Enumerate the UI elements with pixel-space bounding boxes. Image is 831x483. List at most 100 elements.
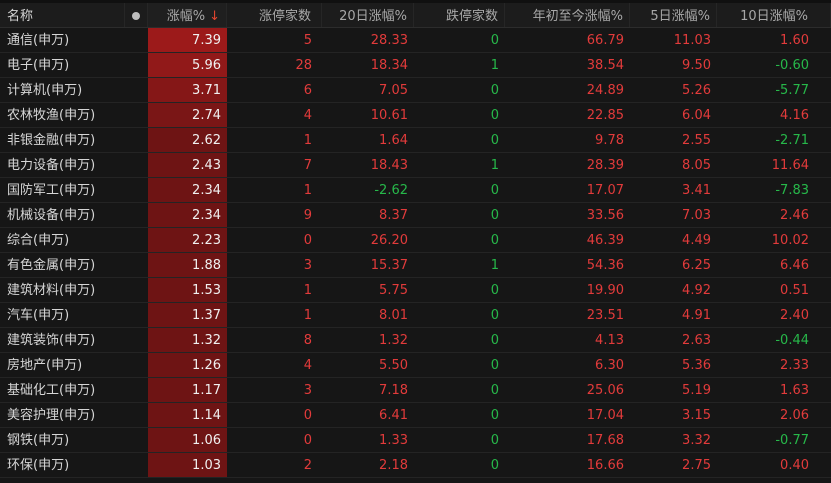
cell-lu: 1: [303, 283, 312, 298]
cell-d5: 8.05: [682, 158, 711, 173]
cell-ld: 0: [490, 133, 499, 148]
cell-d5: 4.49: [682, 233, 711, 248]
cell-blank: [125, 303, 148, 327]
cell-d10: -0.44: [775, 333, 809, 348]
cell-ytd: 9.78: [595, 133, 624, 148]
cell-ytd: 54.36: [586, 258, 624, 273]
cell-chg: 2.62: [148, 128, 227, 152]
cell-ld: 0: [490, 183, 499, 198]
cell-name: 环保(申万): [7, 458, 70, 473]
cell-blank: [125, 153, 148, 177]
cell-chg: 2.34: [148, 178, 227, 202]
table-row[interactable]: 国防军工(申万) 2.34 1 -2.62 0 17.07 3.41 -7.83: [0, 178, 831, 203]
cell-lu: 2: [303, 458, 312, 473]
cell-ld: 0: [490, 433, 499, 448]
column-header-dot[interactable]: [125, 3, 148, 27]
cell-ytd: 23.51: [586, 308, 624, 323]
cell-d5: 5.19: [682, 383, 711, 398]
column-header-change-pct[interactable]: 涨幅% ↓: [148, 3, 227, 27]
column-header-5d[interactable]: 5日涨幅%: [630, 3, 717, 27]
table-row[interactable]: 建筑材料(申万) 1.53 1 5.75 0 19.90 4.92 0.51: [0, 278, 831, 303]
cell-ld: 0: [490, 408, 499, 423]
table-row[interactable]: 钢铁(申万) 1.06 0 1.33 0 17.68 3.32 -0.77: [0, 428, 831, 453]
table-row[interactable]: 房地产(申万) 1.26 4 5.50 0 6.30 5.36 2.33: [0, 353, 831, 378]
cell-d5: 3.15: [682, 408, 711, 423]
cell-ytd: 16.66: [586, 458, 624, 473]
column-header-limit-up[interactable]: 涨停家数: [227, 3, 322, 27]
cell-name: 房地产(申万): [7, 358, 83, 373]
table-row[interactable]: 美容护理(申万) 1.14 0 6.41 0 17.04 3.15 2.06: [0, 403, 831, 428]
table-row[interactable]: 有色金属(申万) 1.88 3 15.37 1 54.36 6.25 6.46: [0, 253, 831, 278]
cell-ld: 0: [490, 208, 499, 223]
cell-name: 非银金融(申万): [7, 133, 96, 148]
table-row[interactable]: 建筑装饰(申万) 1.32 8 1.32 0 4.13 2.63 -0.44: [0, 328, 831, 353]
cell-name: 美容护理(申万): [7, 408, 96, 423]
cell-name: 建筑装饰(申万): [7, 333, 96, 348]
cell-name: 电力设备(申万): [7, 158, 96, 173]
cell-d10: -0.77: [775, 433, 809, 448]
sort-descending-icon: ↓: [209, 9, 220, 24]
cell-chg: 1.14: [148, 403, 227, 427]
cell-d20: 7.18: [379, 383, 408, 398]
cell-chg: 5.96: [148, 53, 227, 77]
cell-blank: [125, 103, 148, 127]
table-row[interactable]: 综合(申万) 2.23 0 26.20 0 46.39 4.49 10.02: [0, 228, 831, 253]
cell-ld: 0: [490, 33, 499, 48]
table-row[interactable]: 电子(申万) 5.96 28 18.34 1 38.54 9.50 -0.60: [0, 53, 831, 78]
cell-chg: 1.88: [148, 253, 227, 277]
cell-lu: 1: [303, 133, 312, 148]
cell-d10: -7.83: [775, 183, 809, 198]
cell-d5: 3.32: [682, 433, 711, 448]
cell-ld: 0: [490, 383, 499, 398]
table-row[interactable]: 通信(申万) 7.39 5 28.33 0 66.79 11.03 1.60: [0, 28, 831, 53]
cell-d5: 5.36: [682, 358, 711, 373]
column-header-name[interactable]: 名称: [0, 3, 125, 27]
cell-chg: 2.34: [148, 203, 227, 227]
cell-lu: 3: [303, 383, 312, 398]
cell-d20: 18.43: [370, 158, 408, 173]
cell-name: 计算机(申万): [7, 83, 83, 98]
cell-lu: 4: [303, 358, 312, 373]
cell-name: 汽车(申万): [7, 308, 70, 323]
table-row[interactable]: 机械设备(申万) 2.34 9 8.37 0 33.56 7.03 2.46: [0, 203, 831, 228]
cell-d5: 5.26: [682, 83, 711, 98]
cell-d5: 2.55: [682, 133, 711, 148]
table-row[interactable]: 汽车(申万) 1.37 1 8.01 0 23.51 4.91 2.40: [0, 303, 831, 328]
table-row[interactable]: 环保(申万) 1.03 2 2.18 0 16.66 2.75 0.40: [0, 453, 831, 478]
cell-ytd: 17.68: [586, 433, 624, 448]
cell-blank: [125, 53, 148, 77]
column-header-limit-down[interactable]: 跌停家数: [414, 3, 505, 27]
cell-blank: [125, 178, 148, 202]
table-row[interactable]: 计算机(申万) 3.71 6 7.05 0 24.89 5.26 -5.77: [0, 78, 831, 103]
table-row[interactable]: 农林牧渔(申万) 2.74 4 10.61 0 22.85 6.04 4.16: [0, 103, 831, 128]
cell-d10: -2.71: [775, 133, 809, 148]
cell-d10: 2.40: [780, 308, 809, 323]
cell-chg: 2.23: [148, 228, 227, 252]
table-row[interactable]: 基础化工(申万) 1.17 3 7.18 0 25.06 5.19 1.63: [0, 378, 831, 403]
column-header-ytd[interactable]: 年初至今涨幅%: [505, 3, 630, 27]
cell-d10: 4.16: [780, 108, 809, 123]
cell-d20: 8.01: [379, 308, 408, 323]
column-header-label: 涨幅%: [166, 9, 206, 24]
cell-d20: 1.33: [379, 433, 408, 448]
cell-d10: 6.46: [780, 258, 809, 273]
cell-blank: [125, 378, 148, 402]
column-header-10d[interactable]: 10日涨幅%: [717, 3, 831, 27]
cell-chg: 3.71: [148, 78, 227, 102]
cell-blank: [125, 78, 148, 102]
cell-ytd: 28.39: [586, 158, 624, 173]
cell-lu: 0: [303, 233, 312, 248]
cell-d5: 9.50: [682, 58, 711, 73]
cell-d10: 1.60: [780, 33, 809, 48]
cell-ytd: 24.89: [586, 83, 624, 98]
cell-d20: 5.50: [379, 358, 408, 373]
cell-lu: 3: [303, 258, 312, 273]
column-header-20d[interactable]: 20日涨幅%: [322, 3, 414, 27]
cell-lu: 0: [303, 433, 312, 448]
cell-d10: 2.46: [780, 208, 809, 223]
circle-dot-icon: [132, 12, 140, 20]
cell-d10: -0.60: [775, 58, 809, 73]
table-row[interactable]: 非银金融(申万) 2.62 1 1.64 0 9.78 2.55 -2.71: [0, 128, 831, 153]
cell-ytd: 4.13: [595, 333, 624, 348]
table-row[interactable]: 电力设备(申万) 2.43 7 18.43 1 28.39 8.05 11.64: [0, 153, 831, 178]
